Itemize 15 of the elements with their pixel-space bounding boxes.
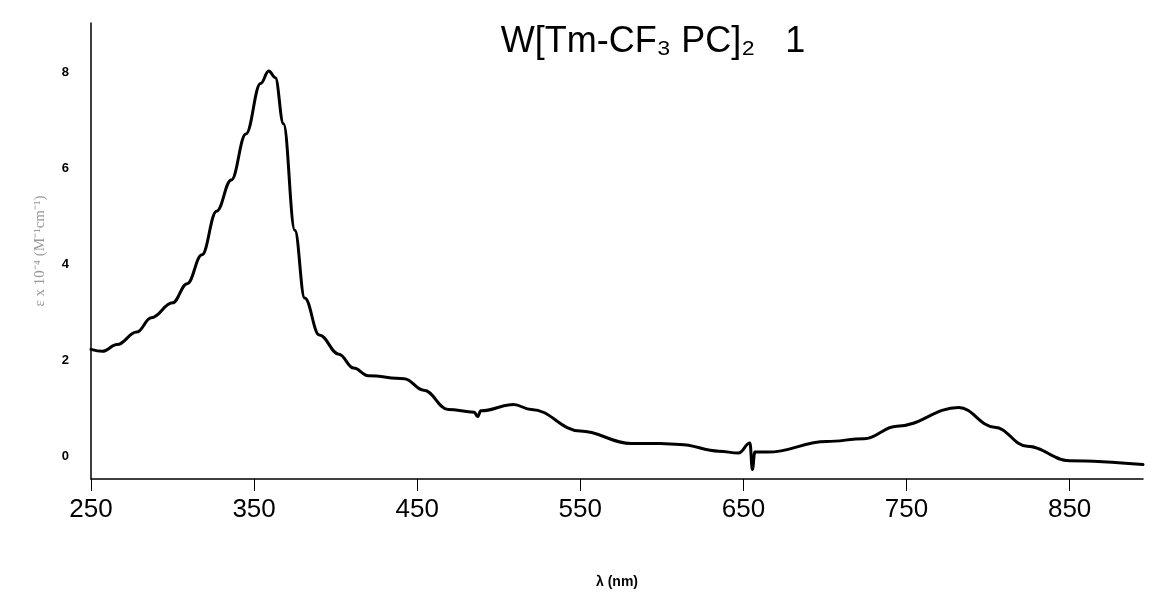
y-tick-label: 8 (61, 63, 69, 79)
x-tick-label: 850 (1047, 493, 1092, 523)
chart-title: W[Tm-CF₃ PC]₂ 1 (500, 18, 806, 60)
x-tick-label: 750 (884, 493, 929, 523)
y-tick-label: 4 (61, 255, 70, 271)
y-axis-title: ε x 10⁻⁴ (M⁻¹cm⁻¹) (30, 195, 48, 307)
x-tick-label: 450 (395, 493, 439, 523)
x-axis-title: λ (nm) (596, 573, 638, 589)
x-tick-label: 250 (69, 493, 113, 523)
y-tick-label: 6 (61, 159, 69, 175)
x-tick-label: 550 (558, 493, 602, 523)
x-tick-label: 350 (232, 493, 276, 523)
y-tick-label: 0 (61, 447, 69, 463)
x-tick-label: 650 (721, 493, 766, 523)
y-tick-label: 2 (61, 351, 69, 367)
